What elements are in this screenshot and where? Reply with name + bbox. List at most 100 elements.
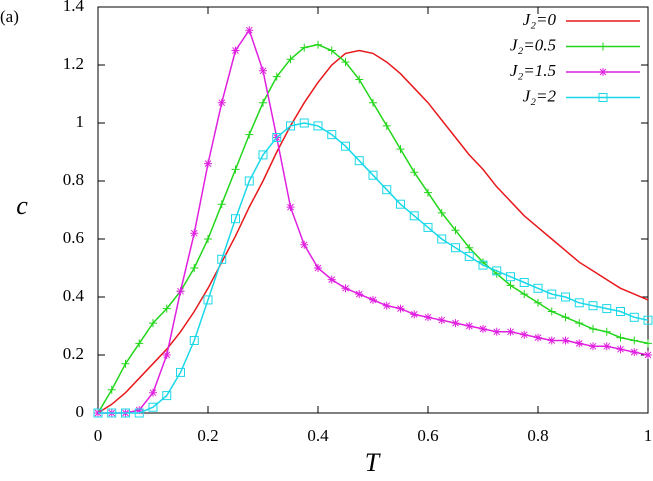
- y-tick-label: 0.2: [63, 344, 84, 363]
- marker: [588, 301, 598, 311]
- marker-shape: [135, 339, 144, 348]
- marker-shape: [354, 156, 364, 166]
- marker: [176, 287, 185, 296]
- marker-shape: [217, 254, 227, 264]
- marker-shape: [630, 336, 639, 345]
- marker: [354, 156, 364, 166]
- marker-shape: [107, 408, 117, 418]
- marker-shape: [231, 214, 240, 224]
- marker: [162, 391, 172, 401]
- marker: [410, 310, 419, 319]
- y-tick-label: 0.4: [63, 286, 85, 305]
- marker-shape: [644, 351, 652, 359]
- marker: [547, 336, 556, 345]
- legend-label: J₂=0: [523, 10, 557, 29]
- marker-shape: [599, 42, 607, 51]
- marker: [437, 234, 447, 244]
- marker: [424, 188, 432, 197]
- marker: [575, 319, 584, 328]
- marker: [479, 324, 487, 333]
- marker-shape: [396, 199, 405, 209]
- marker: [520, 290, 529, 299]
- marker: [134, 408, 144, 418]
- marker: [121, 359, 130, 368]
- marker: [107, 408, 117, 418]
- marker: [520, 330, 529, 339]
- marker: [574, 298, 584, 308]
- marker-shape: [245, 26, 254, 35]
- marker: [602, 304, 612, 314]
- marker: [451, 243, 460, 253]
- marker-shape: [396, 304, 405, 313]
- marker-shape: [314, 264, 322, 272]
- marker: [355, 75, 364, 84]
- marker: [561, 336, 570, 345]
- marker-shape: [272, 72, 281, 81]
- marker-shape: [492, 327, 501, 336]
- marker: [244, 176, 254, 186]
- marker-shape: [547, 289, 557, 299]
- marker-shape: [561, 313, 570, 322]
- marker-shape: [355, 290, 364, 299]
- marker-shape: [561, 292, 570, 302]
- marker: [424, 313, 432, 322]
- marker: [204, 159, 212, 168]
- marker: [465, 322, 474, 330]
- marker-shape: [520, 290, 529, 299]
- marker-shape: [204, 235, 212, 243]
- legend-label: J₂=1.5: [510, 61, 556, 80]
- marker: [314, 264, 322, 272]
- marker-shape: [451, 319, 460, 328]
- marker: [630, 348, 639, 357]
- marker: [602, 327, 611, 336]
- marker-shape: [644, 339, 652, 348]
- marker-shape: [355, 75, 364, 84]
- marker-shape: [369, 295, 377, 304]
- y-tick-label: 1: [76, 112, 85, 131]
- marker-shape: [286, 55, 295, 64]
- marker-shape: [162, 391, 172, 401]
- marker: [602, 342, 611, 351]
- marker: [533, 283, 543, 293]
- marker: [492, 327, 501, 336]
- marker-shape: [369, 98, 377, 107]
- marker-shape: [382, 185, 392, 195]
- marker: [93, 408, 103, 418]
- marker-shape: [520, 330, 529, 339]
- marker: [259, 66, 267, 75]
- marker: [382, 121, 391, 130]
- marker-shape: [134, 408, 144, 418]
- marker: [135, 339, 144, 348]
- legend-marker: [599, 42, 607, 51]
- marker: [299, 118, 309, 128]
- marker: [314, 40, 322, 49]
- marker-shape: [424, 313, 432, 322]
- x-tick-label: 1: [644, 426, 653, 445]
- marker-shape: [464, 251, 474, 261]
- marker-shape: [423, 222, 433, 232]
- marker: [369, 98, 377, 107]
- marker: [382, 301, 391, 310]
- marker-shape: [341, 58, 350, 67]
- marker-shape: [589, 324, 597, 333]
- plot-frame: [97, 6, 649, 414]
- marker: [575, 339, 584, 348]
- marker: [396, 199, 405, 209]
- marker: [616, 333, 625, 342]
- marker-shape: [327, 275, 336, 284]
- marker-shape: [203, 295, 213, 305]
- y-tick-label: 1.4: [63, 0, 85, 15]
- legend-label: J₂=0.5: [510, 35, 556, 54]
- marker: [396, 304, 405, 313]
- marker: [162, 304, 171, 313]
- marker-shape: [121, 408, 130, 418]
- marker-shape: [629, 312, 639, 322]
- marker-shape: [121, 359, 130, 368]
- marker: [286, 121, 295, 131]
- marker: [272, 72, 281, 81]
- marker-shape: [437, 234, 447, 244]
- marker: [437, 316, 446, 325]
- marker-shape: [259, 98, 267, 107]
- marker-shape: [382, 301, 391, 310]
- marker-shape: [148, 402, 158, 412]
